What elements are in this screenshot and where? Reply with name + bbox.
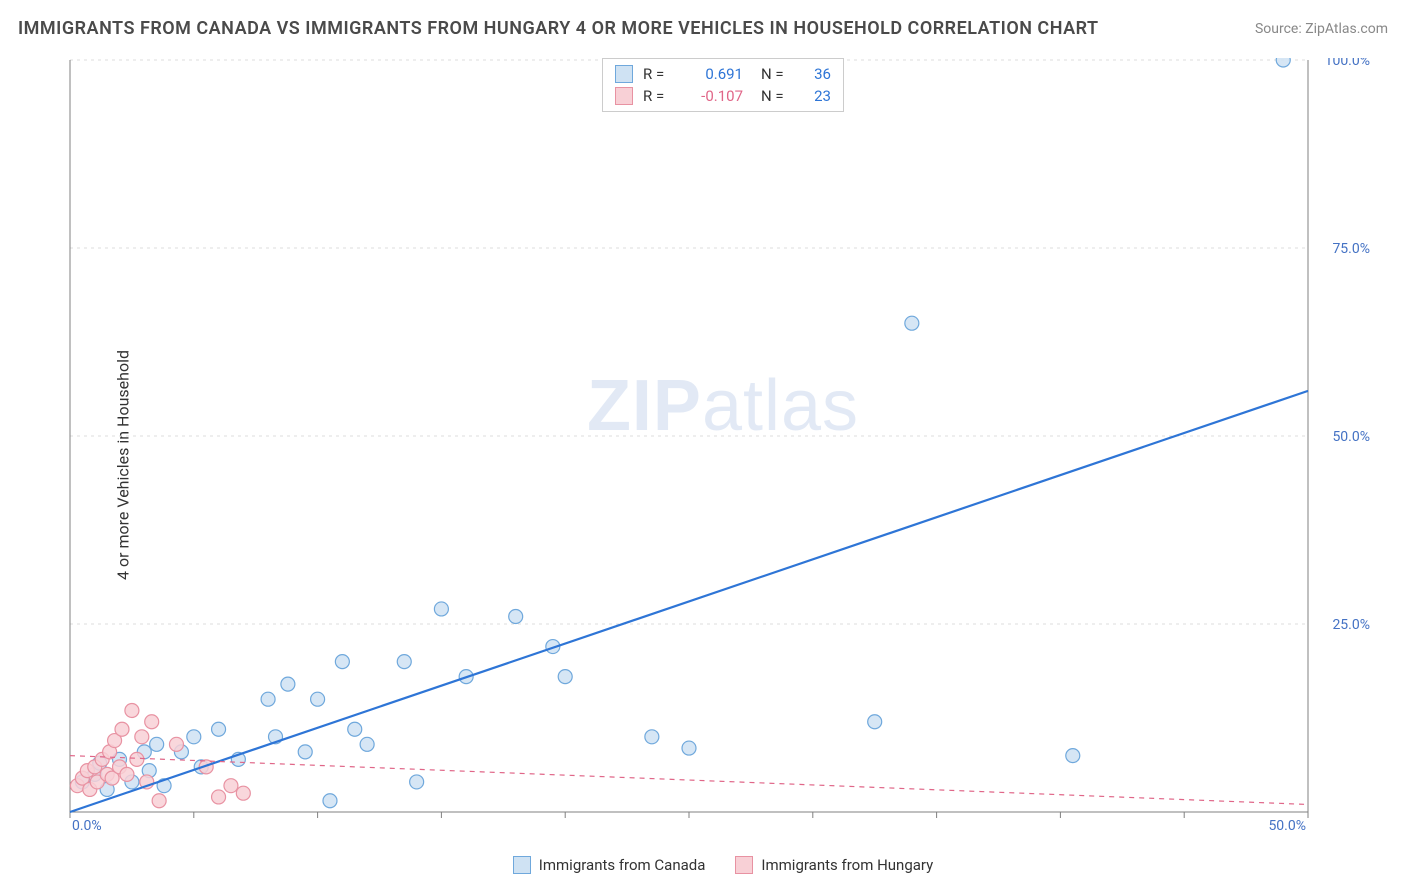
chart-source: Source: ZipAtlas.com (1255, 21, 1388, 37)
swatch-hungary-bottom (735, 856, 753, 874)
svg-text:0.0%: 0.0% (72, 818, 102, 832)
legend-row-canada: R = 0.691 N = 36 (615, 63, 831, 85)
legend-label-canada: Immigrants from Canada (539, 856, 706, 874)
chart-title: IMMIGRANTS FROM CANADA VS IMMIGRANTS FRO… (18, 18, 1099, 39)
val-N-hungary: 23 (801, 87, 831, 105)
legend-label-hungary: Immigrants from Hungary (761, 856, 933, 874)
lbl-N: N = (761, 65, 791, 83)
svg-text:100.0%: 100.0% (1325, 58, 1370, 69)
svg-text:25.0%: 25.0% (1332, 617, 1370, 633)
svg-text:75.0%: 75.0% (1332, 241, 1370, 257)
svg-text:50.0%: 50.0% (1268, 818, 1306, 832)
swatch-canada (615, 65, 633, 83)
scatter-plot-svg: 25.0% 50.0% 75.0% 100.0% 0.0% 50.0% (68, 58, 1378, 832)
chart-container: 4 or more Vehicles in Household 25.0%50.… (18, 48, 1388, 882)
val-R-canada: 0.691 (683, 65, 743, 83)
legend-item-canada: Immigrants from Canada (513, 856, 706, 874)
lbl-R: R = (643, 65, 673, 83)
val-N-canada: 36 (801, 65, 831, 83)
legend-row-hungary: R = -0.107 N = 23 (615, 85, 831, 107)
lbl-R: R = (643, 87, 673, 105)
svg-text:50.0%: 50.0% (1332, 429, 1370, 445)
legend-correlation-box: R = 0.691 N = 36 R = -0.107 N = 23 (602, 58, 844, 112)
plot-area: 25.0%50.0%75.0%100.0%0.0%50.0% ZIPatlas … (68, 58, 1378, 832)
val-R-hungary: -0.107 (683, 87, 743, 105)
legend-item-hungary: Immigrants from Hungary (735, 856, 933, 874)
swatch-hungary (615, 87, 633, 105)
swatch-canada-bottom (513, 856, 531, 874)
legend-bottom: Immigrants from Canada Immigrants from H… (68, 856, 1378, 874)
chart-header: IMMIGRANTS FROM CANADA VS IMMIGRANTS FRO… (18, 18, 1388, 39)
lbl-N: N = (761, 87, 791, 105)
